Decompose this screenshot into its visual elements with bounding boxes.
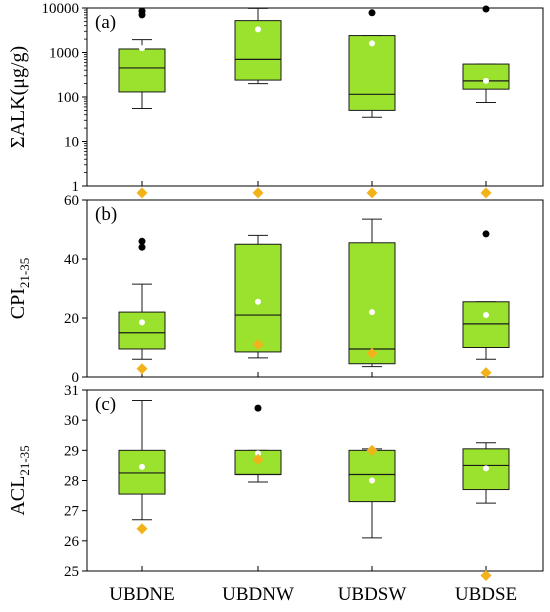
mean-point <box>369 40 375 47</box>
panel-1: 1 10 100 1000 10000 (a) ΣALK(μg/g) <box>7 1 544 199</box>
x-category-label: UBDSW <box>338 584 407 605</box>
box-iqr <box>118 311 166 350</box>
y-axis-label: ΣALK(μg/g) <box>7 46 29 148</box>
diamond-marker <box>366 347 378 359</box>
y-tick-label: 29 <box>64 443 79 459</box>
box-iqr <box>234 20 282 81</box>
mean-point <box>483 77 489 84</box>
box-ubdnw <box>234 234 282 359</box>
box-iqr <box>462 301 510 348</box>
y-axis-label: CPI21-35 <box>7 258 32 319</box>
outlier-point <box>138 7 146 15</box>
box-iqr <box>118 449 166 495</box>
y-axis-label-subscript: 21-35 <box>17 258 32 288</box>
panel-label: (a) <box>95 12 116 33</box>
y-tick-label: 26 <box>64 534 80 550</box>
box-iqr <box>118 48 166 93</box>
box-iqr <box>462 448 510 491</box>
diamond-marker <box>480 367 492 379</box>
y-axis-label-subscript: 21-35 <box>17 445 32 475</box>
mean-point <box>139 319 145 326</box>
panel-2: 0 20 40 60 (b) CPI21-35 <box>7 193 544 386</box>
box-ubdsw <box>348 9 396 199</box>
y-tick-label: 1000 <box>49 46 79 62</box>
diamond-marker <box>252 339 264 351</box>
diamond-marker <box>252 453 264 465</box>
diamond-marker <box>480 570 492 582</box>
outlier-point <box>254 404 262 412</box>
diamond-marker <box>366 187 378 199</box>
box-iqr <box>348 242 396 365</box>
y-axis-label-main: ΣALK(μg/g) <box>7 46 29 148</box>
box-ubdne <box>118 7 166 199</box>
diamond-marker <box>252 187 264 199</box>
mean-point <box>255 450 261 457</box>
panel-label: (c) <box>95 394 116 415</box>
diamond-marker <box>136 363 148 375</box>
y-tick-label: 25 <box>64 564 79 580</box>
y-tick-label: 30 <box>64 413 79 429</box>
box-iqr <box>348 35 396 111</box>
y-tick-label: 40 <box>64 252 79 268</box>
mean-point <box>139 45 145 52</box>
plot-frame <box>86 199 544 378</box>
x-category-label: UBDNW <box>222 584 294 605</box>
y-tick-label: 0 <box>72 370 80 386</box>
box-ubdnw <box>234 404 282 483</box>
y-tick-label: 20 <box>64 311 79 327</box>
y-tick-label: 28 <box>64 474 79 490</box>
diamond-marker <box>136 187 148 199</box>
box-iqr <box>348 449 396 503</box>
box-ubdne <box>118 400 166 535</box>
box-iqr <box>234 243 282 353</box>
y-axis-label-main: CPI <box>7 288 29 319</box>
box-ubdsw <box>348 444 396 539</box>
y-tick-label: 100 <box>57 90 80 106</box>
mean-point <box>369 477 375 484</box>
mean-point <box>255 26 261 33</box>
outlier-point <box>138 243 146 251</box>
outlier-point <box>482 5 490 13</box>
outlier-point <box>368 9 376 17</box>
mean-point <box>255 298 261 305</box>
y-axis-label-main: ACL <box>7 476 29 516</box>
box-ubdse <box>462 442 510 582</box>
mean-point <box>369 309 375 316</box>
mean-point <box>139 463 145 470</box>
outlier-point <box>138 237 146 245</box>
diamond-marker <box>136 523 148 535</box>
diamond-marker <box>366 444 378 456</box>
y-tick-label: 31 <box>64 383 79 399</box>
y-tick-label: 10 <box>64 135 79 151</box>
box-ubdse <box>462 230 510 379</box>
plot-frame <box>86 7 544 187</box>
y-axis-label: ACL21-35 <box>7 445 32 515</box>
x-category-label: UBDNE <box>109 584 174 605</box>
box-ubdnw <box>234 7 282 199</box>
box-ubdsw <box>348 218 396 368</box>
y-tick-label: 10000 <box>42 1 80 17</box>
x-category-label: UBDSE <box>455 584 517 605</box>
diamond-marker <box>480 187 492 199</box>
panel-label: (b) <box>95 204 117 225</box>
mean-point <box>483 465 489 472</box>
box-ubdse <box>462 5 510 199</box>
panel-3: 25 26 27 28 29 30 31 (c) ACL21-35 <box>7 383 544 582</box>
mean-point <box>483 312 489 319</box>
y-tick-label: 60 <box>64 193 79 209</box>
box-ubdne <box>118 237 166 375</box>
y-tick-label: 1 <box>72 179 80 195</box>
y-tick-label: 27 <box>64 504 80 520</box>
outlier-point <box>482 230 490 238</box>
box-iqr <box>462 63 510 90</box>
x-axis-categories: UBDNE UBDNW UBDSW UBDSE <box>109 584 517 605</box>
